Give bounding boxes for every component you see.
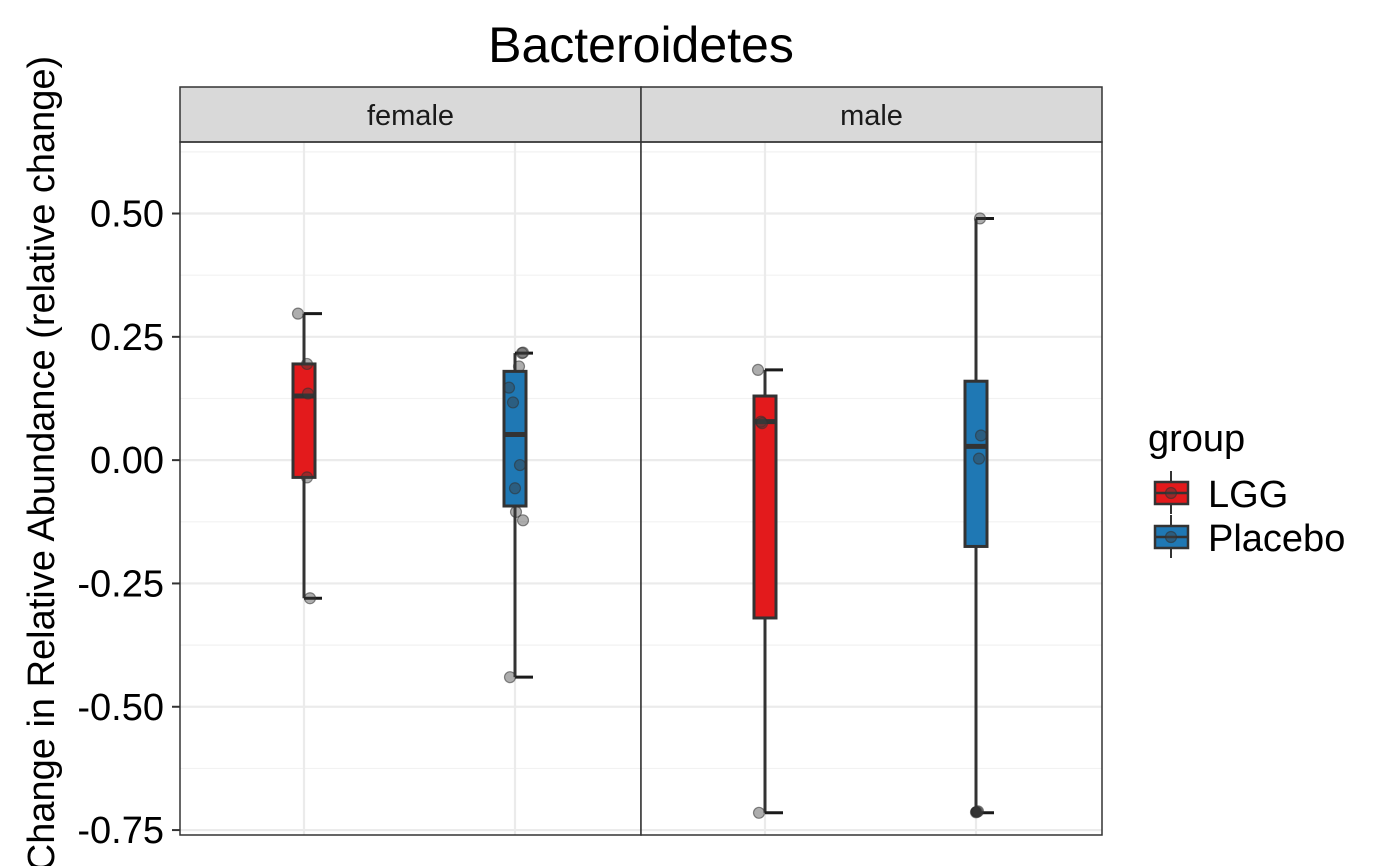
- data-point: [300, 357, 314, 371]
- facet-strip: [640, 86, 1103, 143]
- legend-key-point: [1164, 486, 1178, 500]
- data-point: [291, 307, 305, 320]
- box-iqr: [291, 362, 317, 479]
- data-point: [513, 458, 527, 472]
- y-tick-label: 0.00: [90, 440, 164, 482]
- legend-label: Placebo: [1208, 518, 1345, 560]
- legend-key-point: [1164, 530, 1178, 544]
- data-point: [503, 671, 517, 684]
- facet-panel-female: female: [179, 86, 642, 836]
- y-axis-ticks: 0.50 0.25 0.00 -0.25 -0.50 -0.75: [77, 194, 180, 852]
- data-point: [502, 381, 516, 394]
- panel-border: [640, 141, 1103, 836]
- facet-strip-label: male: [840, 100, 903, 132]
- panel-background: [180, 142, 641, 835]
- data-point: [752, 806, 766, 819]
- facet-panel-male: male: [640, 86, 1103, 836]
- data-point: [972, 452, 986, 465]
- box-female-LGG: [291, 307, 322, 605]
- data-point: [971, 805, 985, 818]
- y-axis-label: Change in Relative Abundance (relative c…: [21, 56, 63, 866]
- box-iqr: [752, 394, 778, 620]
- legend-title: group: [1148, 418, 1245, 460]
- data-point: [751, 363, 765, 376]
- y-tick-label: -0.50: [77, 687, 164, 729]
- panel-background: [641, 142, 1102, 835]
- data-point: [303, 592, 317, 605]
- legend-item-Placebo: Placebo: [1153, 515, 1345, 560]
- y-tick-label: 0.50: [90, 194, 164, 236]
- data-point: [973, 212, 987, 225]
- facet-panels: female male: [179, 86, 1103, 836]
- data-point: [506, 396, 520, 409]
- data-point: [516, 514, 530, 527]
- data-point: [974, 429, 988, 442]
- y-tick-label: 0.25: [90, 317, 164, 359]
- facet-strip-label: female: [367, 100, 454, 132]
- data-point: [300, 471, 314, 484]
- box-male-LGG: [751, 363, 783, 819]
- data-point: [509, 505, 523, 519]
- data-point: [516, 346, 530, 359]
- legend-item-LGG: LGG: [1153, 471, 1288, 516]
- data-point: [301, 387, 315, 400]
- chart-title: Bacteroidetes: [488, 17, 794, 73]
- legend-label: LGG: [1208, 474, 1288, 516]
- y-tick-label: -0.75: [77, 810, 164, 852]
- data-point: [508, 482, 522, 495]
- box-female-Placebo: [502, 346, 533, 684]
- y-tick-label: -0.25: [77, 563, 164, 605]
- box-male-Placebo: [963, 212, 994, 819]
- data-point: [755, 417, 769, 430]
- data-point: [512, 360, 526, 373]
